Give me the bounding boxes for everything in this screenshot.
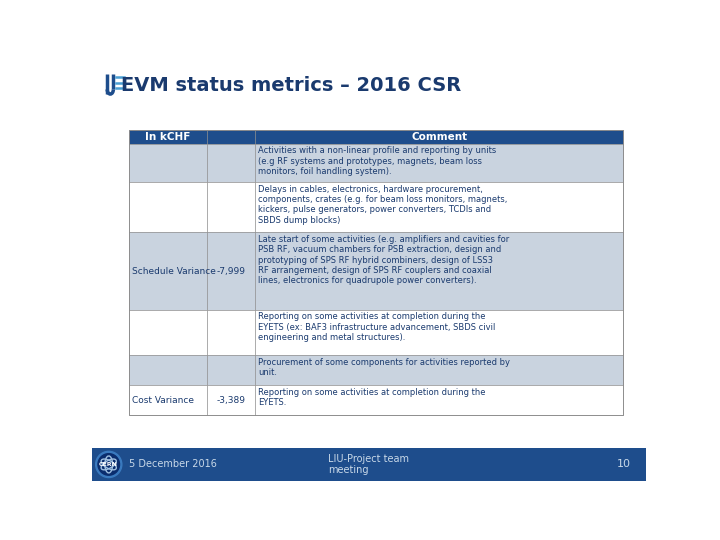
- Bar: [255, 130, 623, 144]
- Bar: [129, 355, 207, 386]
- Bar: [207, 144, 255, 183]
- Text: Reporting on some activities at completion during the
EYETS.: Reporting on some activities at completi…: [258, 388, 485, 407]
- Bar: [207, 355, 255, 386]
- Text: Schedule Variance: Schedule Variance: [132, 267, 216, 276]
- Bar: [255, 183, 623, 232]
- Text: Late start of some activities (e.g. amplifiers and cavities for
PSB RF, vacuum c: Late start of some activities (e.g. ampl…: [258, 235, 509, 285]
- Circle shape: [98, 454, 120, 475]
- Text: 5 December 2016: 5 December 2016: [129, 460, 217, 469]
- Bar: [207, 130, 255, 144]
- Text: 10: 10: [617, 460, 631, 469]
- Text: LIU-Project team
meeting: LIU-Project team meeting: [328, 454, 410, 475]
- Bar: [129, 130, 623, 415]
- Text: Procurement of some components for activities reported by
unit.: Procurement of some components for activ…: [258, 358, 510, 377]
- Bar: [255, 144, 623, 183]
- Bar: [129, 310, 207, 355]
- Bar: [255, 355, 623, 386]
- Text: CERN: CERN: [99, 462, 118, 467]
- Text: In kCHF: In kCHF: [145, 132, 191, 142]
- Circle shape: [96, 451, 122, 477]
- Bar: [129, 144, 207, 183]
- Text: Reporting on some activities at completion during the
EYETS (ex: BAF3 infrastruc: Reporting on some activities at completi…: [258, 312, 495, 342]
- Bar: [207, 386, 255, 415]
- Bar: [129, 232, 207, 310]
- Text: EVM status metrics – 2016 CSR: EVM status metrics – 2016 CSR: [121, 76, 462, 95]
- Bar: [207, 183, 255, 232]
- Bar: [207, 232, 255, 310]
- Bar: [129, 183, 207, 232]
- Bar: [255, 386, 623, 415]
- Bar: [129, 386, 207, 415]
- Text: Cost Variance: Cost Variance: [132, 396, 194, 404]
- Bar: [92, 448, 647, 481]
- Text: -3,389: -3,389: [217, 396, 246, 404]
- Text: -7,999: -7,999: [217, 267, 246, 276]
- Bar: [255, 310, 623, 355]
- Bar: [255, 232, 623, 310]
- Bar: [207, 310, 255, 355]
- Text: Delays in cables, electronics, hardware procurement,
components, crates (e.g. fo: Delays in cables, electronics, hardware …: [258, 185, 508, 225]
- Text: Comment: Comment: [411, 132, 467, 142]
- Text: Activities with a non-linear profile and reporting by units
(e.g RF systems and : Activities with a non-linear profile and…: [258, 146, 496, 176]
- Bar: [129, 130, 207, 144]
